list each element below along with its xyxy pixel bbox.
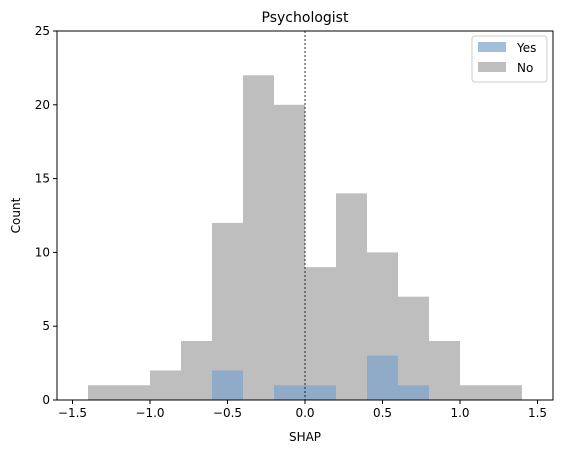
y-axis-ticks: 0 5 10 15 20 25 — [35, 24, 57, 407]
legend-label-no: No — [517, 61, 533, 75]
x-tick-label: −0.5 — [213, 406, 242, 420]
y-tick-label: 20 — [35, 98, 50, 112]
bar-no-3 — [181, 340, 212, 400]
x-axis-label: SHAP — [289, 430, 321, 444]
bar-yes-3 — [367, 355, 398, 400]
x-tick-label: 1.0 — [450, 406, 469, 420]
plot-frame — [56, 30, 554, 401]
bar-no-13 — [491, 385, 522, 400]
legend-swatch-no — [478, 62, 506, 72]
y-tick-label: 25 — [35, 24, 50, 38]
legend: Yes No — [471, 35, 548, 83]
bar-yes-0 — [212, 370, 243, 400]
legend-swatch-yes — [478, 42, 506, 52]
bar-no-0 — [88, 385, 119, 400]
bars-layer — [88, 75, 522, 401]
bar-no-1 — [119, 385, 150, 400]
legend-label-yes: Yes — [516, 41, 536, 55]
x-axis-ticks: −1.5 −1.0 −0.5 0.0 0.5 1.0 1.5 — [58, 400, 547, 420]
bar-no-2 — [150, 370, 181, 400]
bar-no-12 — [460, 385, 491, 400]
x-tick-label: 0.0 — [295, 406, 314, 420]
bar-yes-4 — [398, 385, 429, 400]
y-tick-label: 0 — [42, 393, 50, 407]
bar-no-6 — [274, 104, 305, 401]
bar-no-10 — [398, 296, 429, 400]
bar-no-7 — [305, 267, 336, 400]
x-tick-label: −1.5 — [58, 406, 87, 420]
y-tick-label: 15 — [35, 172, 50, 186]
y-tick-label: 10 — [35, 245, 50, 259]
bar-no-5 — [243, 75, 274, 400]
chart-title: Psychologist — [262, 10, 349, 26]
bar-yes-2 — [305, 385, 336, 400]
x-tick-label: 1.5 — [528, 406, 547, 420]
y-tick-label: 5 — [42, 319, 50, 333]
y-axis-label: Count — [9, 197, 23, 233]
x-tick-label: −1.0 — [135, 406, 164, 420]
bar-no-8 — [336, 193, 367, 400]
bar-no-11 — [429, 340, 460, 400]
bar-yes-1 — [274, 385, 305, 400]
x-tick-label: 0.5 — [373, 406, 392, 420]
